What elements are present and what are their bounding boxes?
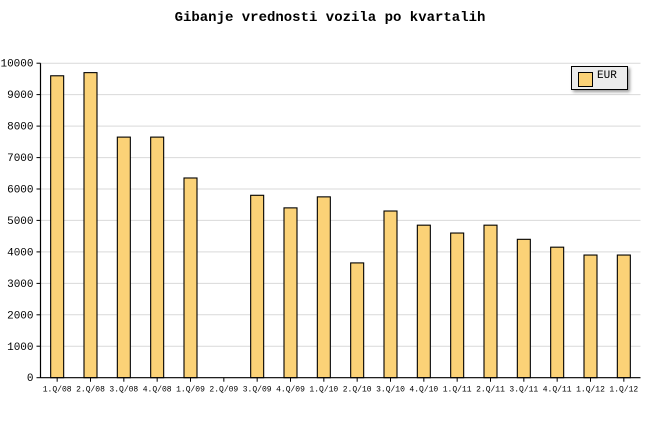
svg-text:7000: 7000 [7,153,33,165]
svg-text:2.Q/09: 2.Q/09 [209,386,238,395]
svg-text:4.Q/10: 4.Q/10 [409,386,438,395]
svg-text:1.Q/09: 1.Q/09 [176,386,205,395]
svg-text:6000: 6000 [7,185,33,197]
svg-text:1.Q/12: 1.Q/12 [609,386,638,395]
svg-text:2.Q/10: 2.Q/10 [343,386,372,395]
svg-text:3.Q/08: 3.Q/08 [109,386,138,395]
svg-text:1.Q/12: 1.Q/12 [576,386,605,395]
svg-text:1.Q/08: 1.Q/08 [43,386,72,395]
svg-text:2.Q/11: 2.Q/11 [476,386,505,395]
svg-text:4.Q/11: 4.Q/11 [543,386,572,395]
svg-text:3.Q/10: 3.Q/10 [376,386,405,395]
svg-text:10000: 10000 [0,59,33,71]
svg-text:5000: 5000 [7,216,33,228]
svg-text:2000: 2000 [7,310,33,322]
svg-text:8000: 8000 [7,122,33,134]
svg-text:0: 0 [27,373,34,385]
svg-text:3000: 3000 [7,279,33,291]
svg-text:1.Q/11: 1.Q/11 [443,386,472,395]
svg-text:3.Q/11: 3.Q/11 [509,386,538,395]
svg-text:3.Q/09: 3.Q/09 [243,386,272,395]
svg-text:4000: 4000 [7,247,33,259]
svg-text:4.Q/08: 4.Q/08 [143,386,172,395]
svg-text:1000: 1000 [7,342,33,354]
svg-text:2.Q/08: 2.Q/08 [76,386,105,395]
svg-text:1.Q/10: 1.Q/10 [309,386,338,395]
svg-text:9000: 9000 [7,90,33,102]
svg-text:4.Q/09: 4.Q/09 [276,386,305,395]
